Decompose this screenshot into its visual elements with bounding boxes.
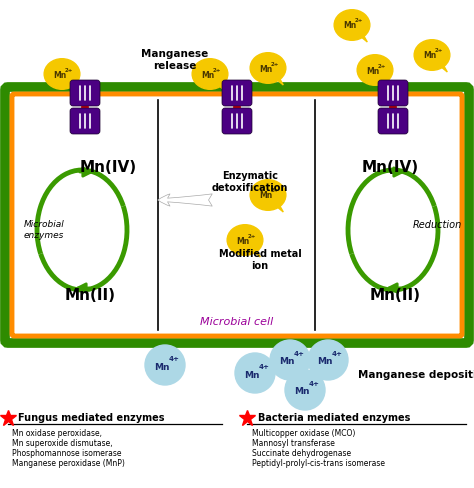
Text: Mn: Mn: [343, 21, 356, 30]
FancyBboxPatch shape: [5, 87, 469, 343]
Polygon shape: [273, 73, 283, 85]
Text: Phosphomannose isomerase: Phosphomannose isomerase: [12, 449, 121, 459]
Text: 4+: 4+: [169, 356, 180, 362]
Polygon shape: [250, 245, 260, 257]
Text: Mn: Mn: [279, 358, 295, 366]
Ellipse shape: [227, 224, 263, 255]
FancyBboxPatch shape: [222, 108, 252, 134]
Text: Fungus mediated enzymes: Fungus mediated enzymes: [18, 413, 164, 423]
Text: Mn: Mn: [244, 370, 260, 380]
Text: Mn(II): Mn(II): [64, 287, 116, 303]
Text: Microbial cell: Microbial cell: [201, 317, 273, 327]
Text: Modified metal
ion: Modified metal ion: [219, 249, 301, 271]
FancyBboxPatch shape: [378, 80, 408, 106]
Circle shape: [285, 370, 325, 410]
Text: Mn: Mn: [366, 66, 380, 76]
Text: Mn: Mn: [259, 64, 273, 74]
Text: 2+: 2+: [213, 67, 221, 73]
Text: Manganese deposition: Manganese deposition: [358, 370, 474, 380]
Text: Mn: Mn: [423, 52, 437, 61]
Ellipse shape: [334, 10, 370, 41]
Text: Microbial
enzymes: Microbial enzymes: [24, 220, 64, 240]
Polygon shape: [357, 30, 367, 42]
Polygon shape: [67, 79, 77, 91]
Text: Mn(IV): Mn(IV): [80, 161, 137, 176]
Circle shape: [145, 345, 185, 385]
Text: 2+: 2+: [378, 63, 386, 68]
Text: 2+: 2+: [271, 61, 279, 66]
Polygon shape: [215, 79, 225, 91]
Ellipse shape: [250, 180, 286, 210]
Text: 4+: 4+: [331, 351, 342, 357]
Text: Peptidyl-prolyl-cis-trans isomerase: Peptidyl-prolyl-cis-trans isomerase: [252, 460, 385, 468]
Text: Succinate dehydrogenase: Succinate dehydrogenase: [252, 449, 351, 459]
Text: Mn: Mn: [294, 387, 310, 396]
Text: Mn(IV): Mn(IV): [362, 161, 419, 176]
FancyBboxPatch shape: [70, 108, 100, 134]
Text: Mn oxidase peroxidase,: Mn oxidase peroxidase,: [12, 429, 102, 439]
Ellipse shape: [44, 59, 80, 89]
FancyBboxPatch shape: [222, 80, 252, 106]
Text: Mn: Mn: [201, 70, 215, 80]
Text: Mn: Mn: [54, 70, 67, 80]
FancyBboxPatch shape: [12, 94, 462, 336]
Circle shape: [308, 340, 348, 380]
Ellipse shape: [414, 40, 450, 70]
Text: Mn: Mn: [259, 191, 273, 201]
Text: Manganese peroxidase (MnP): Manganese peroxidase (MnP): [12, 460, 125, 468]
Text: Reduction: Reduction: [412, 220, 462, 230]
FancyBboxPatch shape: [70, 80, 100, 106]
Circle shape: [235, 353, 275, 393]
Polygon shape: [273, 200, 283, 212]
Polygon shape: [437, 60, 447, 72]
Text: Multicopper oxidase (MCO): Multicopper oxidase (MCO): [252, 429, 356, 439]
Polygon shape: [380, 75, 390, 87]
Text: Mn: Mn: [154, 363, 170, 371]
Text: 2+: 2+: [271, 188, 279, 194]
Text: Enzymatic
detoxification: Enzymatic detoxification: [212, 171, 288, 193]
Text: Mn superoxide dismutase,: Mn superoxide dismutase,: [12, 440, 113, 448]
Text: 4+: 4+: [309, 381, 319, 387]
Text: 2+: 2+: [435, 48, 443, 54]
Text: 2+: 2+: [355, 19, 363, 23]
Circle shape: [270, 340, 310, 380]
Text: Mn: Mn: [317, 358, 333, 366]
Ellipse shape: [192, 59, 228, 89]
Text: Mn(II): Mn(II): [370, 287, 420, 303]
Text: Mn: Mn: [237, 237, 250, 245]
Text: 4+: 4+: [258, 364, 269, 370]
Ellipse shape: [357, 55, 393, 85]
Text: 2+: 2+: [248, 233, 256, 239]
Text: 2+: 2+: [65, 67, 73, 73]
FancyBboxPatch shape: [378, 108, 408, 134]
Text: Mannosyl transferase: Mannosyl transferase: [252, 440, 335, 448]
Ellipse shape: [250, 53, 286, 83]
Text: 4+: 4+: [293, 351, 304, 357]
Text: Bacteria mediated enzymes: Bacteria mediated enzymes: [258, 413, 410, 423]
Text: Manganese
release: Manganese release: [141, 49, 209, 71]
